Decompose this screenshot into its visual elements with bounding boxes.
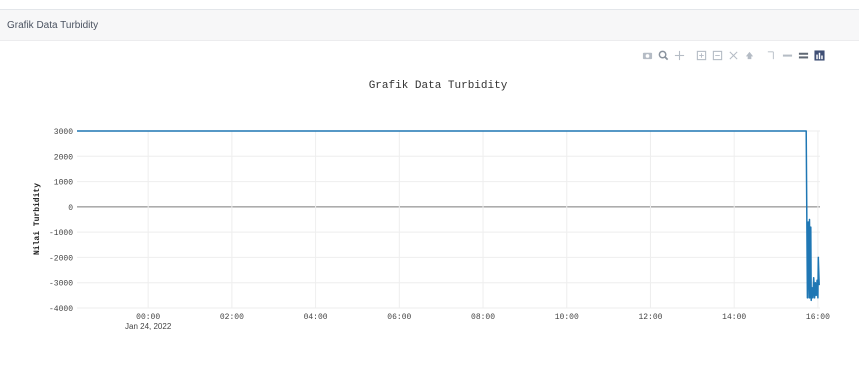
plotly-logo-icon	[813, 49, 825, 61]
reset-axes-button[interactable]	[742, 48, 756, 62]
x-date-label: Jan 24, 2022	[125, 322, 172, 331]
spike-lines-icon	[767, 50, 774, 59]
spike-lines-button[interactable]	[764, 48, 778, 62]
autoscale-icon	[728, 50, 738, 60]
hover-compare-icon	[798, 52, 808, 58]
chart-title: Grafik Data Turbidity	[369, 80, 508, 92]
hover-closest-icon	[782, 54, 792, 57]
y-tick-label: -3000	[49, 280, 73, 289]
x-tick-label: 12:00	[638, 313, 662, 322]
autoscale-button[interactable]	[726, 48, 740, 62]
zoom-out-button[interactable]	[710, 48, 724, 62]
zoom-icon	[658, 50, 668, 60]
plotly-logo-button[interactable]	[812, 48, 826, 62]
zoom-in-icon	[696, 50, 706, 60]
series-line[interactable]	[77, 130, 820, 302]
x-tick-label: 06:00	[387, 313, 411, 322]
zoom-button[interactable]	[656, 48, 670, 62]
y-tick-label: 2000	[54, 153, 73, 162]
pan-icon	[674, 50, 684, 60]
plot-area[interactable]: 3000 2000 1000 0 -1000 -2000 -3000 -4000 00:00 02…	[49, 128, 830, 331]
x-tick-label: 00:00	[136, 313, 160, 322]
y-tick-label: -4000	[49, 305, 73, 314]
card-title: Grafik Data Turbidity	[7, 19, 99, 31]
x-tick-label: 16:00	[806, 313, 830, 322]
hover-closest-button[interactable]	[780, 48, 794, 62]
zoom-out-icon	[712, 50, 722, 60]
camera-button[interactable]	[640, 48, 654, 62]
y-tick-label: 3000	[54, 128, 73, 137]
x-tick-label: 08:00	[471, 313, 495, 322]
y-axis-label: Nilai Turbidity	[33, 183, 42, 255]
reset-axes-icon	[745, 51, 753, 59]
plot-background	[77, 131, 820, 308]
card-header: Grafik Data Turbidity	[0, 10, 859, 41]
x-tick-label: 04:00	[304, 313, 328, 322]
x-tick-label: 10:00	[555, 313, 579, 322]
camera-icon	[642, 52, 652, 59]
hover-compare-button[interactable]	[796, 48, 810, 62]
x-tick-label: 14:00	[722, 313, 746, 322]
y-tick-label: 0	[68, 204, 73, 213]
plot-modebar	[640, 47, 826, 63]
zoom-in-button[interactable]	[694, 48, 708, 62]
x-tick-label: 02:00	[220, 313, 244, 322]
y-tick-label: -2000	[49, 254, 73, 263]
y-tick-label: -1000	[49, 229, 73, 238]
y-tick-label: 1000	[54, 179, 73, 188]
pan-button[interactable]	[672, 48, 686, 62]
